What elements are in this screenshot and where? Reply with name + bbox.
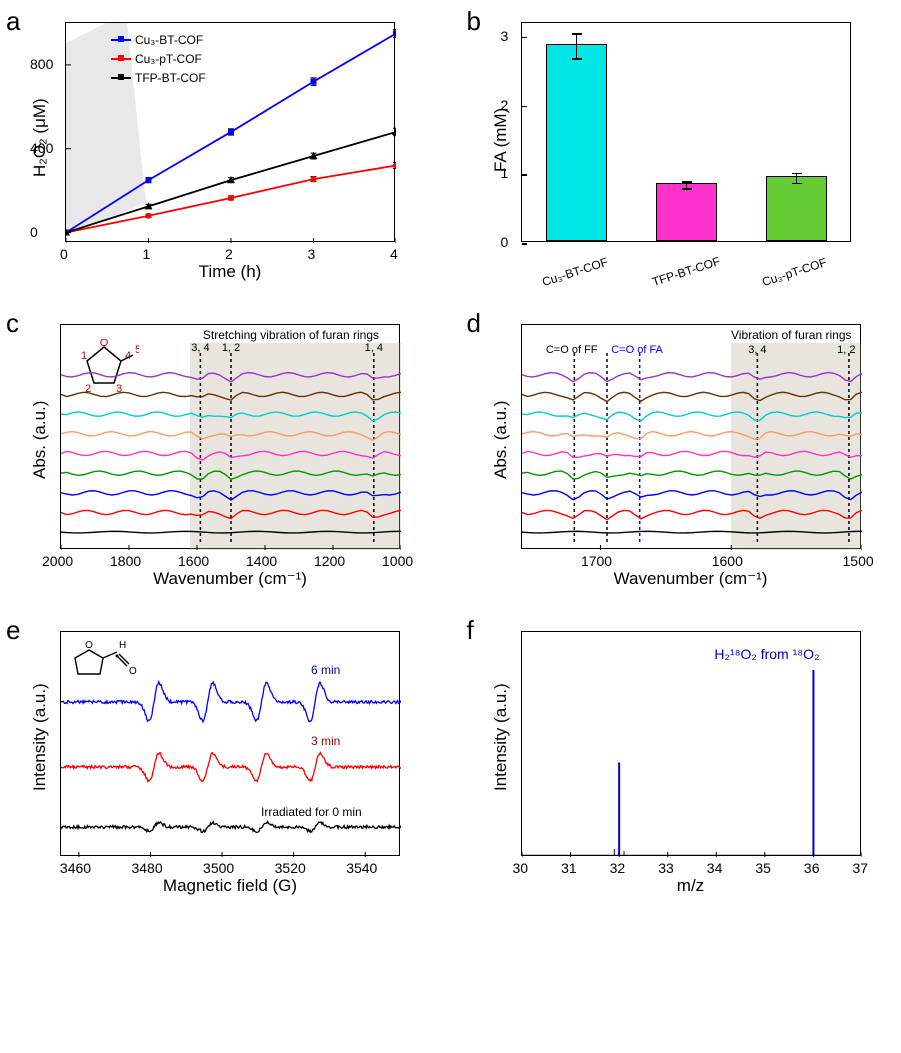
panel-e: e Intensity (a.u.) O H O 6 min3 minIrrad…: [10, 619, 431, 896]
panel-label-d: d: [467, 308, 481, 339]
panel-label-a: a: [6, 6, 20, 37]
legend-item: Cu₃-pT-COF: [111, 50, 206, 68]
svg-text:6 min: 6 min: [311, 663, 340, 677]
xlabel-e: Magnetic field (G): [60, 876, 400, 896]
legend-a: Cu₃-BT-COF Cu₃-pT-COF TFP-BT-COF: [111, 31, 206, 88]
plot-box-f: H₂¹⁸O₂ from ¹⁸O₂: [521, 631, 861, 856]
panel-f: f Intensity (a.u.) H₂¹⁸O₂ from ¹⁸O₂ 3031…: [471, 619, 892, 896]
ylabel-e: Intensity (a.u.): [30, 691, 50, 791]
legend-label: Cu₃-BT-COF: [135, 31, 203, 49]
plot-box-e: O H O 6 min3 minIrradiated for 0 min: [60, 631, 400, 856]
panel-b: b FA (mM) Cu₃-BT-COFTFP-BT-COFCu₃-pT-COF…: [471, 10, 892, 282]
xlabel-d: Wavenumber (cm⁻¹): [521, 569, 861, 589]
svg-text:3 min: 3 min: [311, 734, 340, 748]
svg-text:3, 4: 3, 4: [748, 344, 766, 356]
legend-label: TFP-BT-COF: [135, 69, 206, 87]
svg-text:1, 4: 1, 4: [365, 342, 383, 354]
chart-svg-d: C=O of FF C=O of FA 3, 4 1, 2: [522, 325, 862, 550]
plot-box-d: Vibration of furan rings C=O of FFC=O of…: [521, 324, 861, 549]
chart-svg-c: 3, 4 1, 2 1, 4: [61, 325, 401, 550]
figure-grid: a H₂O₂ (μM) Cu₃-BT-COF Cu₃-pT-COF TFP-BT…: [10, 10, 891, 896]
legend-item: Cu₃-BT-COF: [111, 31, 206, 49]
svg-text:C=O of FA: C=O of FA: [611, 344, 663, 356]
plot-box-c: Stretching vibration of furan rings O 1 …: [60, 324, 400, 549]
bar: [656, 183, 717, 241]
ylabel-d: Abs. (a.u.): [491, 389, 511, 479]
svg-text:1, 2: 1, 2: [222, 342, 240, 354]
ylabel-f: Intensity (a.u.): [491, 691, 511, 791]
legend-item: TFP-BT-COF: [111, 69, 206, 87]
panel-label-b: b: [467, 6, 481, 37]
xlabel-f: m/z: [521, 876, 861, 896]
chart-svg-e: 6 min 3 min Irradiated for 0 min: [61, 632, 401, 857]
bar: [766, 176, 827, 241]
svg-text:1, 2: 1, 2: [837, 344, 855, 356]
ylabel-a: H₂O₂ (μM): [30, 77, 50, 177]
plot-box-b: [521, 22, 851, 242]
panel-c: c Abs. (a.u.) Stretching vibration of fu…: [10, 312, 431, 589]
xlabel-c: Wavenumber (cm⁻¹): [60, 569, 400, 589]
panel-d: d Abs. (a.u.) Vibration of furan rings C…: [471, 312, 892, 589]
panel-a: a H₂O₂ (μM) Cu₃-BT-COF Cu₃-pT-COF TFP-BT…: [10, 10, 431, 282]
chart-svg-f: [522, 632, 862, 857]
panel-label-e: e: [6, 615, 20, 646]
svg-text:C=O of FF: C=O of FF: [545, 344, 597, 356]
plot-box-a: Cu₃-BT-COF Cu₃-pT-COF TFP-BT-COF: [65, 22, 395, 242]
panel-label-f: f: [467, 615, 474, 646]
panel-label-c: c: [6, 308, 19, 339]
ylabel-c: Abs. (a.u.): [30, 389, 50, 479]
xlabel-a: Time (h): [65, 262, 395, 282]
svg-text:3, 4: 3, 4: [191, 342, 209, 354]
svg-text:Irradiated for 0 min: Irradiated for 0 min: [261, 805, 362, 819]
bar: [546, 44, 607, 241]
legend-label: Cu₃-pT-COF: [135, 50, 202, 68]
